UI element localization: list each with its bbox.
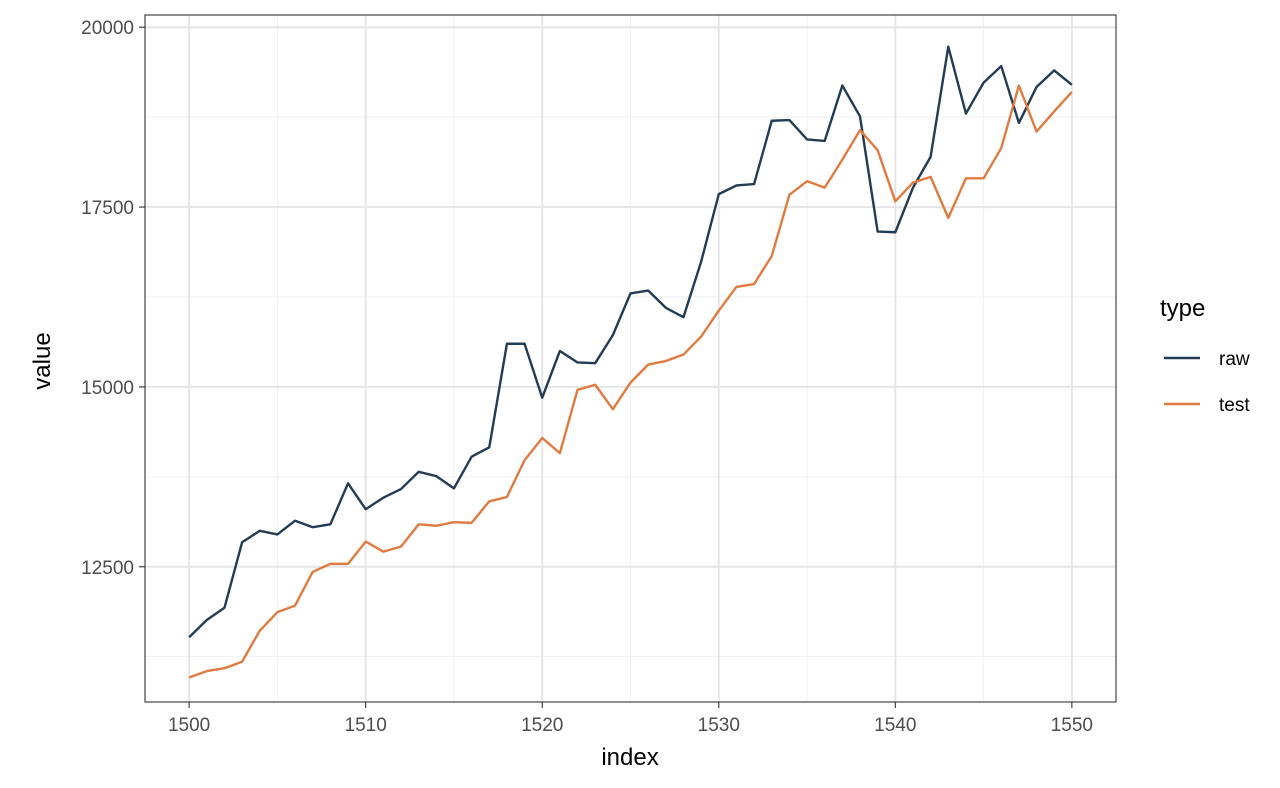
series-line-test: [188, 84, 1073, 679]
legend-title: type: [1160, 295, 1205, 322]
x-tick-label: 1500: [168, 715, 210, 736]
panel-border: [144, 14, 1117, 703]
y-tick-label: 12500: [81, 558, 134, 579]
legend-label-raw: raw: [1219, 349, 1250, 370]
x-tick-label: 1510: [345, 715, 387, 736]
x-axis-title: index: [601, 744, 658, 771]
y-tick-label: 20000: [81, 18, 134, 39]
legend: type raw test: [1160, 295, 1250, 416]
y-axis-title: value: [29, 332, 56, 389]
y-axis-ticks: 12500 15000 17500 20000: [81, 18, 145, 579]
legend-label-test: test: [1219, 395, 1250, 416]
x-tick-label: 1540: [874, 715, 916, 736]
x-axis-ticks: 1500 1510 1520 1530 1540 1550: [168, 702, 1093, 736]
grid-minor: [145, 15, 1116, 702]
legend-items: raw test: [1164, 349, 1250, 416]
x-tick-label: 1520: [521, 715, 563, 736]
x-tick-label: 1550: [1051, 715, 1093, 736]
y-tick-label: 17500: [81, 198, 134, 219]
y-tick-label: 15000: [81, 378, 134, 399]
grid-major: [145, 15, 1116, 702]
series-line-raw: [188, 45, 1073, 639]
x-tick-label: 1530: [698, 715, 740, 736]
series-lines: [188, 45, 1073, 679]
